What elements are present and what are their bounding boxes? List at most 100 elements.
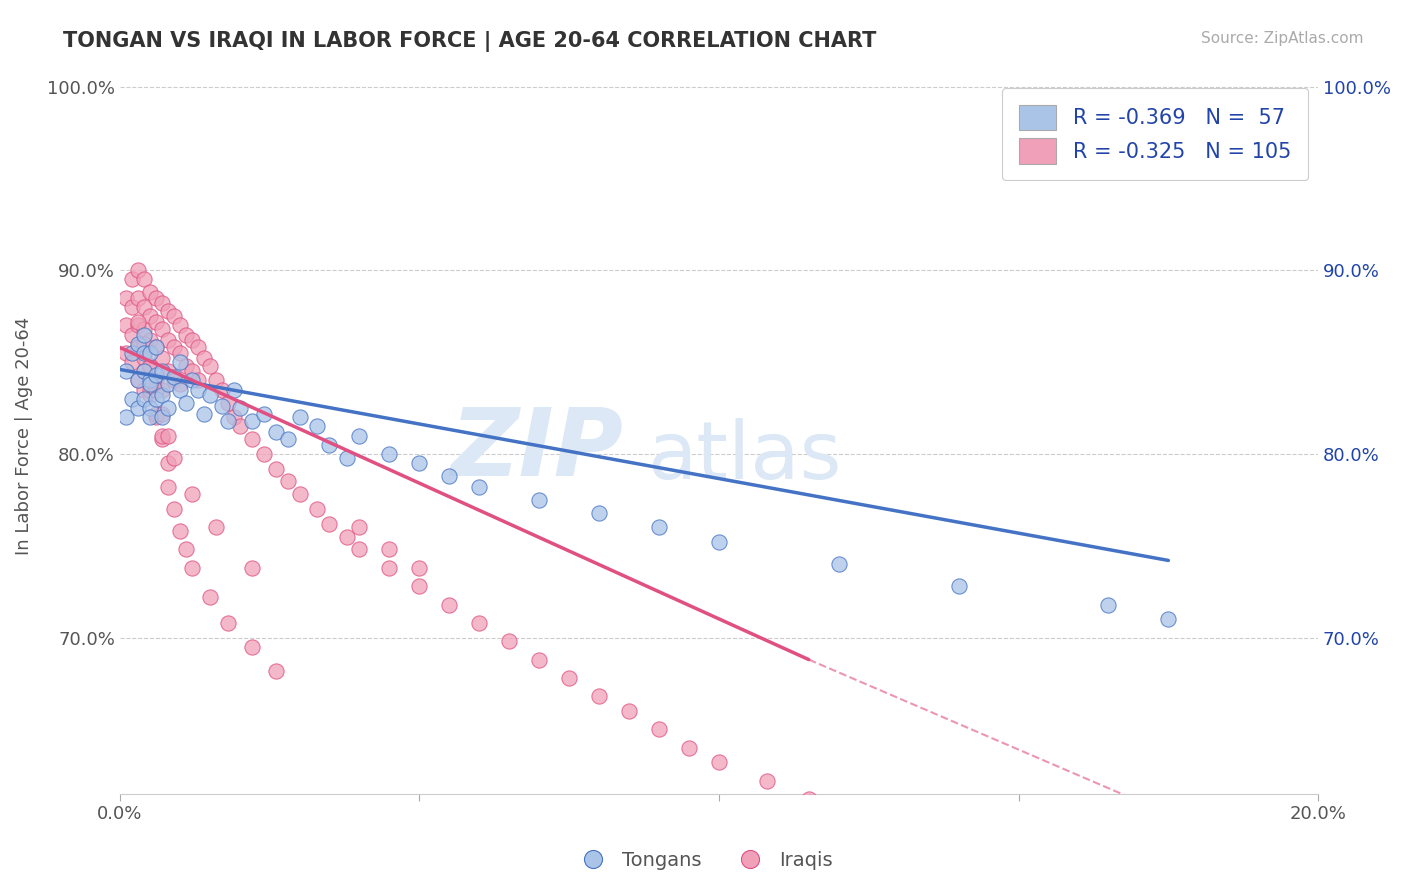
- Point: [145, 407, 167, 421]
- Point: [349, 520, 371, 534]
- Point: [180, 374, 202, 388]
- Point: [150, 322, 173, 336]
- Point: [336, 530, 359, 544]
- Point: [127, 263, 149, 277]
- Point: [222, 410, 245, 425]
- Point: [127, 374, 149, 388]
- Point: [222, 383, 245, 397]
- Point: [150, 407, 173, 421]
- Point: [378, 542, 401, 557]
- Point: [132, 364, 155, 378]
- Point: [527, 492, 550, 507]
- Legend: R = -0.369   N =  57, R = -0.325   N = 105: R = -0.369 N = 57, R = -0.325 N = 105: [1002, 87, 1308, 180]
- Point: [204, 374, 226, 388]
- Point: [114, 410, 136, 425]
- Point: [174, 327, 197, 342]
- Point: [150, 410, 173, 425]
- Point: [156, 480, 179, 494]
- Point: [228, 401, 250, 415]
- Point: [678, 740, 700, 755]
- Point: [138, 410, 160, 425]
- Point: [193, 351, 215, 366]
- Point: [264, 461, 287, 475]
- Point: [174, 395, 197, 409]
- Point: [121, 346, 143, 360]
- Point: [198, 388, 221, 402]
- Point: [468, 615, 491, 630]
- Point: [145, 315, 167, 329]
- Point: [468, 480, 491, 494]
- Point: [156, 364, 179, 378]
- Point: [217, 615, 239, 630]
- Point: [307, 419, 329, 434]
- Point: [114, 291, 136, 305]
- Point: [145, 340, 167, 354]
- Point: [163, 502, 186, 516]
- Point: [617, 704, 640, 718]
- Point: [211, 383, 233, 397]
- Point: [588, 506, 610, 520]
- Point: [198, 590, 221, 604]
- Point: [1097, 598, 1119, 612]
- Point: [138, 383, 160, 397]
- Point: [378, 561, 401, 575]
- Point: [169, 524, 191, 538]
- Point: [138, 359, 160, 373]
- Point: [198, 359, 221, 373]
- Point: [114, 318, 136, 333]
- Point: [145, 368, 167, 382]
- Point: [138, 333, 160, 347]
- Point: [264, 425, 287, 439]
- Point: [240, 640, 263, 654]
- Point: [1157, 612, 1180, 626]
- Point: [138, 309, 160, 323]
- Legend: Tongans, Iraqis: Tongans, Iraqis: [565, 843, 841, 878]
- Point: [169, 377, 191, 392]
- Point: [276, 432, 298, 446]
- Point: [145, 340, 167, 354]
- Point: [156, 401, 179, 415]
- Point: [156, 333, 179, 347]
- Point: [180, 487, 202, 501]
- Point: [439, 598, 461, 612]
- Point: [288, 487, 311, 501]
- Point: [948, 579, 970, 593]
- Point: [180, 364, 202, 378]
- Point: [307, 502, 329, 516]
- Point: [163, 369, 186, 384]
- Point: [138, 346, 160, 360]
- Point: [217, 395, 239, 409]
- Point: [145, 383, 167, 397]
- Point: [138, 359, 160, 373]
- Point: [408, 456, 430, 470]
- Point: [217, 414, 239, 428]
- Point: [707, 756, 730, 770]
- Point: [163, 374, 186, 388]
- Point: [163, 450, 186, 465]
- Point: [439, 469, 461, 483]
- Point: [498, 634, 520, 648]
- Text: Source: ZipAtlas.com: Source: ZipAtlas.com: [1201, 31, 1364, 46]
- Point: [349, 428, 371, 442]
- Point: [408, 579, 430, 593]
- Point: [240, 561, 263, 575]
- Point: [318, 516, 340, 531]
- Point: [145, 374, 167, 388]
- Point: [169, 318, 191, 333]
- Point: [121, 300, 143, 314]
- Point: [150, 383, 173, 397]
- Point: [132, 392, 155, 406]
- Point: [252, 407, 274, 421]
- Point: [180, 561, 202, 575]
- Point: [163, 340, 186, 354]
- Point: [127, 315, 149, 329]
- Point: [121, 355, 143, 369]
- Point: [169, 346, 191, 360]
- Point: [156, 428, 179, 442]
- Point: [180, 333, 202, 347]
- Point: [707, 535, 730, 549]
- Point: [121, 327, 143, 342]
- Point: [145, 392, 167, 406]
- Point: [121, 392, 143, 406]
- Point: [558, 671, 581, 685]
